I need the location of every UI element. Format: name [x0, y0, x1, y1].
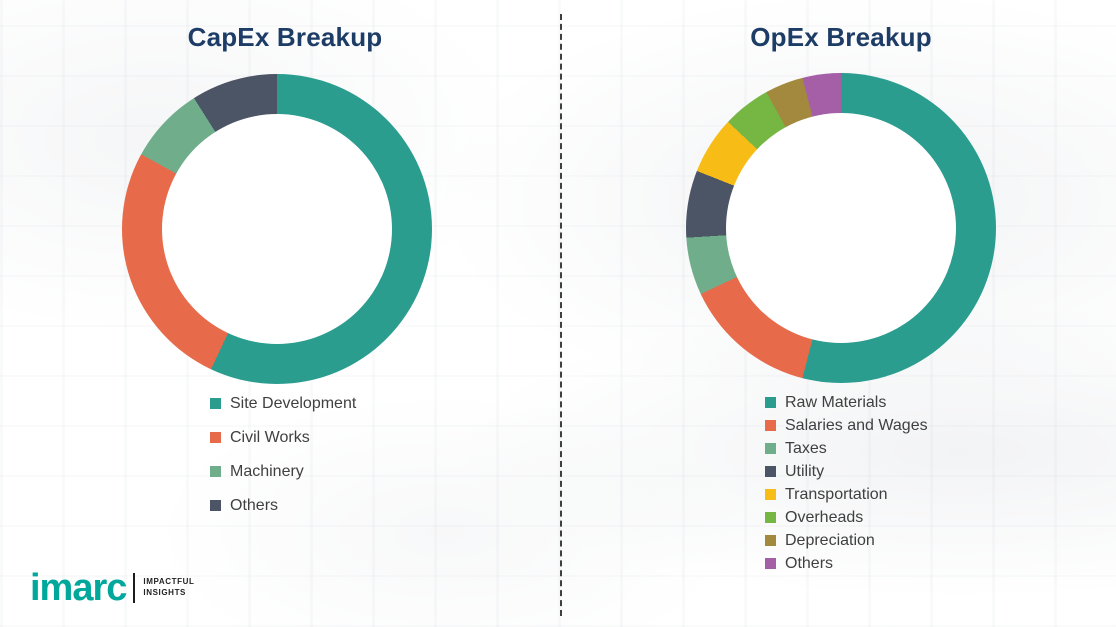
legend-item: Civil Works — [210, 428, 356, 447]
legend-swatch — [210, 398, 221, 409]
legend-swatch — [765, 489, 776, 500]
legend-label: Others — [230, 496, 279, 514]
legend-swatch — [765, 535, 776, 546]
legend-swatch — [765, 558, 776, 569]
legend-item: Site Development — [210, 394, 356, 413]
legend-item: Others — [210, 496, 356, 515]
imarc-tagline-line2: INSIGHTS — [143, 588, 186, 597]
legend-label: Salaries and Wages — [785, 416, 928, 434]
legend-item: Taxes — [765, 439, 928, 458]
capex-donut-chart — [122, 74, 432, 384]
legend-item: Machinery — [210, 462, 356, 481]
opex-donut-chart — [686, 73, 996, 383]
legend-label: Utility — [785, 462, 825, 480]
legend-label: Overheads — [785, 508, 864, 526]
vertical-dashed-divider — [560, 14, 562, 616]
imarc-logo-tagline: IMPACTFUL INSIGHTS — [143, 577, 194, 599]
opex-legend: Raw Materials Salaries and Wages Taxes Util… — [765, 393, 928, 577]
legend-swatch — [765, 443, 776, 454]
legend-item: Raw Materials — [765, 393, 928, 412]
legend-swatch — [210, 432, 221, 443]
legend-item: Salaries and Wages — [765, 416, 928, 435]
legend-swatch — [765, 512, 776, 523]
legend-swatch — [210, 500, 221, 511]
imarc-logo-separator — [133, 573, 136, 603]
legend-swatch — [765, 466, 776, 477]
legend-item: Depreciation — [765, 531, 928, 550]
legend-swatch — [765, 420, 776, 431]
legend-swatch — [210, 466, 221, 477]
legend-label: Civil Works — [230, 428, 310, 446]
legend-item: Transportation — [765, 485, 928, 504]
legend-swatch — [765, 397, 776, 408]
capex-chart-title: CapEx Breakup — [187, 22, 383, 52]
legend-label: Site Development — [230, 394, 357, 412]
legend-label: Taxes — [785, 439, 827, 457]
opex-chart-title: OpEx Breakup — [750, 22, 932, 52]
imarc-logo-wordmark: imarc — [30, 567, 127, 609]
legend-item: Others — [765, 554, 928, 573]
legend-label: Raw Materials — [785, 393, 887, 411]
legend-label: Others — [785, 554, 834, 572]
capex-legend: Site Development Civil Works Machinery Othe… — [210, 394, 356, 530]
legend-item: Overheads — [765, 508, 928, 527]
legend-label: Machinery — [230, 462, 304, 480]
legend-label: Depreciation — [785, 531, 875, 549]
imarc-logo: imarc IMPACTFUL INSIGHTS — [30, 569, 194, 607]
legend-item: Utility — [765, 462, 928, 481]
imarc-tagline-line1: IMPACTFUL — [143, 577, 195, 587]
legend-label: Transportation — [785, 485, 888, 503]
